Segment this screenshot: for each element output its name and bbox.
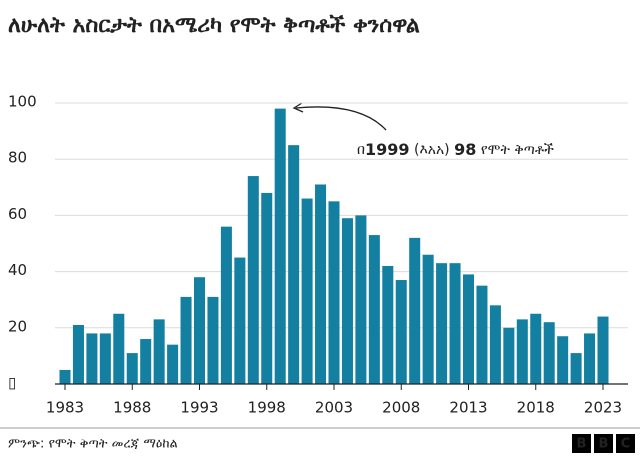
annotation-part: 1999 <box>365 140 410 159</box>
bar <box>543 322 555 384</box>
logo-box <box>594 434 613 453</box>
bar <box>449 263 461 384</box>
bar <box>584 333 596 384</box>
bar <box>140 339 152 384</box>
bar <box>180 296 192 384</box>
annotation-part: 98 <box>454 140 476 159</box>
bar <box>409 237 421 384</box>
logo-letter: B <box>599 437 609 452</box>
bar <box>489 305 501 384</box>
y-tick-label: 60 <box>8 205 27 223</box>
bar <box>99 333 111 384</box>
bar <box>234 257 246 384</box>
logo-box <box>572 434 591 453</box>
bar <box>395 280 407 384</box>
bar <box>355 215 367 384</box>
bar <box>193 277 206 384</box>
bar <box>516 319 528 384</box>
annotation-arrow <box>295 106 387 131</box>
bar <box>368 235 380 384</box>
bar <box>557 336 569 384</box>
bar <box>570 353 582 384</box>
x-tick-label: 1998 <box>248 399 286 417</box>
bar <box>597 316 609 384</box>
bar <box>59 369 71 384</box>
annotation-part: (እአአ) <box>410 142 455 158</box>
bar <box>274 108 286 385</box>
bar <box>476 285 488 384</box>
x-tick-label: 2023 <box>584 399 622 417</box>
bar <box>167 344 179 384</box>
arrow-head <box>292 102 304 113</box>
logo-box <box>616 434 635 453</box>
bar <box>462 274 475 384</box>
bar <box>207 296 219 384</box>
annotation-part: በ <box>357 142 365 158</box>
logo-letter: B <box>577 437 587 452</box>
y-tick-label: 20 <box>8 317 27 335</box>
x-tick-label: 2008 <box>382 399 420 417</box>
bar <box>86 333 98 384</box>
bar <box>436 263 448 384</box>
x-tick-label: 2003 <box>315 399 353 417</box>
annotation-part: የሞት ቅጣቶች <box>476 142 554 158</box>
bar <box>503 327 515 384</box>
x-tick-label: 1983 <box>46 399 84 417</box>
bar <box>530 313 542 384</box>
bar <box>153 319 165 384</box>
x-tick-label: 2018 <box>517 399 555 417</box>
y-tick-label: 100 <box>8 93 37 111</box>
logo-letter: C <box>621 437 631 452</box>
bar <box>220 226 232 384</box>
y-tick-label: 80 <box>8 149 27 167</box>
x-tick-label: 2013 <box>449 399 487 417</box>
x-tick-label: 1993 <box>180 399 218 417</box>
y-tick-label: 40 <box>8 261 27 279</box>
y-tick-label: ▯ <box>8 374 16 392</box>
bar <box>328 201 340 384</box>
annotation: በ1999 (እአአ) 98 የሞት ቅጣቶች <box>357 140 554 159</box>
source: ምንጭ: የሞት ቅጣት መረጃ ማዕከል <box>8 437 178 452</box>
x-tick-label: 1988 <box>113 399 151 417</box>
bar <box>126 353 138 384</box>
bar <box>288 145 300 384</box>
bar <box>247 176 259 384</box>
bar <box>261 192 273 384</box>
bar <box>422 254 434 384</box>
chart-title: ለሁለት አስርታት በአሜሪካ የሞት ቅጣቶች ቀንሰዋል <box>8 13 420 38</box>
bar <box>113 313 125 384</box>
bar <box>341 218 353 384</box>
bar <box>382 265 394 384</box>
bar <box>315 184 327 384</box>
bar <box>301 198 313 384</box>
bar <box>72 324 84 384</box>
